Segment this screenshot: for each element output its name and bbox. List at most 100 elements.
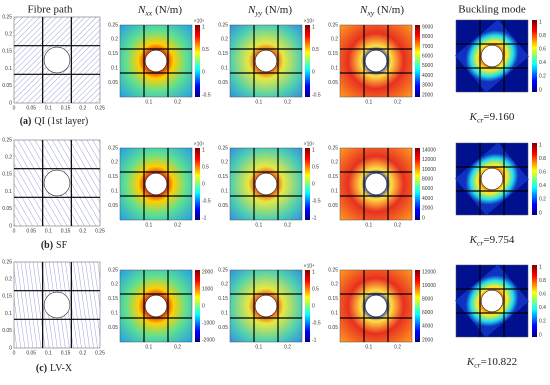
x-tick-label: 0.1	[45, 228, 52, 234]
value: =9.160	[483, 111, 514, 123]
y-tick-label: 0.1	[111, 311, 118, 317]
hole	[364, 172, 388, 196]
x-tick-label: 0.05	[26, 228, 36, 234]
colorbar-tick-label: 0	[312, 181, 315, 187]
y-tick-label: 0.05	[218, 80, 228, 86]
row-letter: (b)	[41, 240, 53, 251]
hole	[43, 46, 71, 74]
y-tick-label: 0.15	[218, 174, 228, 180]
hole	[144, 172, 168, 196]
x-tick-label: 0.1	[145, 99, 152, 105]
y-tick-label: 0.25	[328, 267, 338, 273]
x-tick-label: 0	[13, 350, 16, 356]
colorbar	[415, 148, 420, 220]
y-tick-label: 0.25	[218, 267, 228, 273]
colorbar-tick-label: -1	[202, 215, 207, 221]
column-title: Nxy (N/m)	[359, 4, 404, 18]
y-tick-label: 0.2	[5, 32, 12, 38]
colorbar-tick-label: 0.2	[539, 197, 546, 203]
row-letter: (c)	[36, 363, 47, 374]
colorbar-tick-label: 0.5	[312, 47, 319, 53]
row-name: QI (1st layer)	[34, 116, 88, 127]
colorbar	[532, 143, 537, 215]
colorbar-tick-label: 0	[312, 303, 315, 309]
x-tick-label: 0.1	[255, 344, 262, 350]
column-title: Fibre path	[28, 4, 73, 16]
colorbar-tick-label: 2000	[422, 337, 433, 343]
colorbar-tick-label: 0.5	[202, 164, 209, 170]
y-tick-label: 0.2	[331, 160, 338, 166]
x-tick-label: 0.25	[95, 228, 105, 234]
colorbar-tick-label: 0	[202, 303, 205, 309]
colorbar-tick-label: 10000	[422, 283, 436, 289]
colorbar-tick-label: 8000	[422, 176, 433, 182]
y-tick-label: 0.2	[111, 37, 118, 43]
colorbar-tick-label: 0.6	[539, 170, 546, 176]
colorbar-tick-label: 0.2	[539, 74, 546, 80]
colorbar-tick-label: 0.8	[539, 33, 546, 39]
colorbar-tick-label: 1	[312, 24, 315, 30]
y-tick-label: 0	[9, 100, 12, 106]
y-tick-label: 0.15	[2, 49, 12, 55]
colorbar-tick-label: 6000	[422, 310, 433, 316]
colorbar	[532, 20, 537, 92]
symbol: N	[359, 4, 368, 16]
colorbar-tick-label: 10000	[422, 167, 436, 173]
y-tick-label: 0.25	[218, 22, 228, 28]
x-tick-label: 0.1	[365, 99, 372, 105]
hole	[254, 294, 278, 318]
colorbar-tick-label: 0.5	[312, 164, 319, 170]
colorbar-tick-label: 1	[312, 147, 315, 153]
colorbar	[305, 148, 310, 220]
colorbar-tick-label: 0	[539, 210, 542, 216]
y-tick-label: 0.1	[221, 311, 228, 317]
y-tick-label: 0.1	[331, 189, 338, 195]
y-tick-label: 0.1	[221, 66, 228, 72]
colorbar-exponent: ×10⁴	[304, 263, 315, 269]
x-tick-label: 0.1	[145, 222, 152, 228]
x-tick-label: 0.2	[394, 344, 401, 350]
x-tick-label: 0.1	[45, 105, 52, 111]
y-tick-label: 0.2	[331, 37, 338, 43]
x-tick-label: 0.1	[45, 350, 52, 356]
colorbar	[195, 148, 200, 220]
colorbar-tick-label: 0	[312, 70, 315, 76]
y-tick-label: 0.15	[328, 51, 338, 57]
x-tick-label: 0	[13, 228, 16, 234]
x-tick-label: 0.1	[255, 222, 262, 228]
subscript: yy	[254, 8, 262, 17]
y-tick-label: 0.2	[111, 282, 118, 288]
symbol: K	[469, 111, 478, 123]
y-tick-label: 0.15	[108, 174, 118, 180]
y-tick-label: 0.05	[328, 80, 338, 86]
row-label: (c) LV-X	[36, 363, 73, 374]
colorbar-tick-label: 0.2	[539, 319, 546, 325]
x-tick-label: 0.1	[145, 344, 152, 350]
x-tick-label: 0	[13, 105, 16, 111]
subscript: xy	[366, 8, 374, 17]
hole	[254, 49, 278, 73]
colorbar-tick-label: 1	[539, 142, 542, 148]
colorbar-tick-label: 0.6	[539, 47, 546, 53]
colorbar-tick-label: 0.5	[312, 286, 319, 292]
colorbar-tick-label: 2000	[422, 206, 433, 212]
y-tick-label: 0.1	[221, 189, 228, 195]
y-tick-label: 0.2	[5, 155, 12, 161]
y-tick-label: 0.05	[2, 328, 12, 334]
colorbar-tick-label: 8000	[422, 297, 433, 303]
colorbar-tick-label: 2000	[202, 269, 213, 275]
colorbar-tick-label: 6000	[422, 53, 433, 59]
unit: (N/m)	[377, 4, 404, 16]
plot-area	[339, 24, 413, 98]
colorbar-tick-label: 0	[422, 215, 425, 221]
colorbar-tick-label: 0	[202, 70, 205, 76]
x-tick-label: 0.2	[79, 105, 86, 111]
x-tick-label: 0.2	[284, 222, 291, 228]
y-tick-label: 0.05	[108, 203, 118, 209]
row-name: SF	[56, 240, 68, 251]
symbol: K	[466, 356, 475, 368]
row-name: LV-X	[50, 363, 73, 374]
colorbar-tick-label: -1000	[202, 320, 215, 326]
colorbar-tick-label: 1	[312, 269, 315, 275]
column-title: Nxx (N/m)	[137, 4, 182, 18]
